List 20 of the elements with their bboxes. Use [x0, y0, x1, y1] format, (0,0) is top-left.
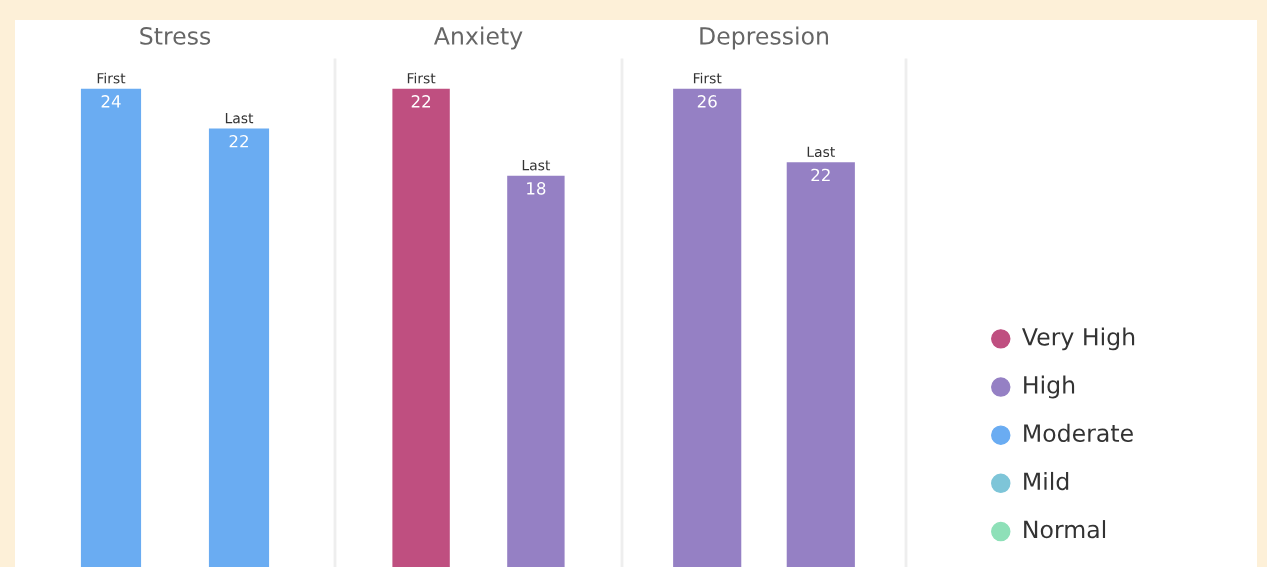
data-label: 22 [229, 134, 248, 148]
category-label: Very High [1022, 327, 1135, 351]
data-label: 24 [101, 95, 121, 108]
chart-title: Anxiety [433, 26, 523, 50]
chart-title: Stress [140, 26, 211, 45]
category-label: Moderate [1024, 423, 1133, 443]
data-label: 22 [811, 168, 830, 182]
chart-title: Depression [700, 26, 828, 50]
x-tick-label: First [97, 72, 126, 84]
x-tick-label: First [407, 72, 436, 84]
category-label: Normal [1024, 520, 1106, 539]
data-label: 18 [527, 182, 546, 195]
category-label: Mild [1024, 471, 1069, 491]
x-tick-label: Last [807, 146, 835, 158]
x-tick-label: Last [522, 160, 551, 171]
x-tick-label: First [693, 72, 722, 84]
x-tick-label: Last [225, 113, 254, 124]
data-label: 26 [697, 95, 717, 108]
category-label: High [1024, 375, 1075, 399]
data-label: 22 [411, 95, 431, 108]
